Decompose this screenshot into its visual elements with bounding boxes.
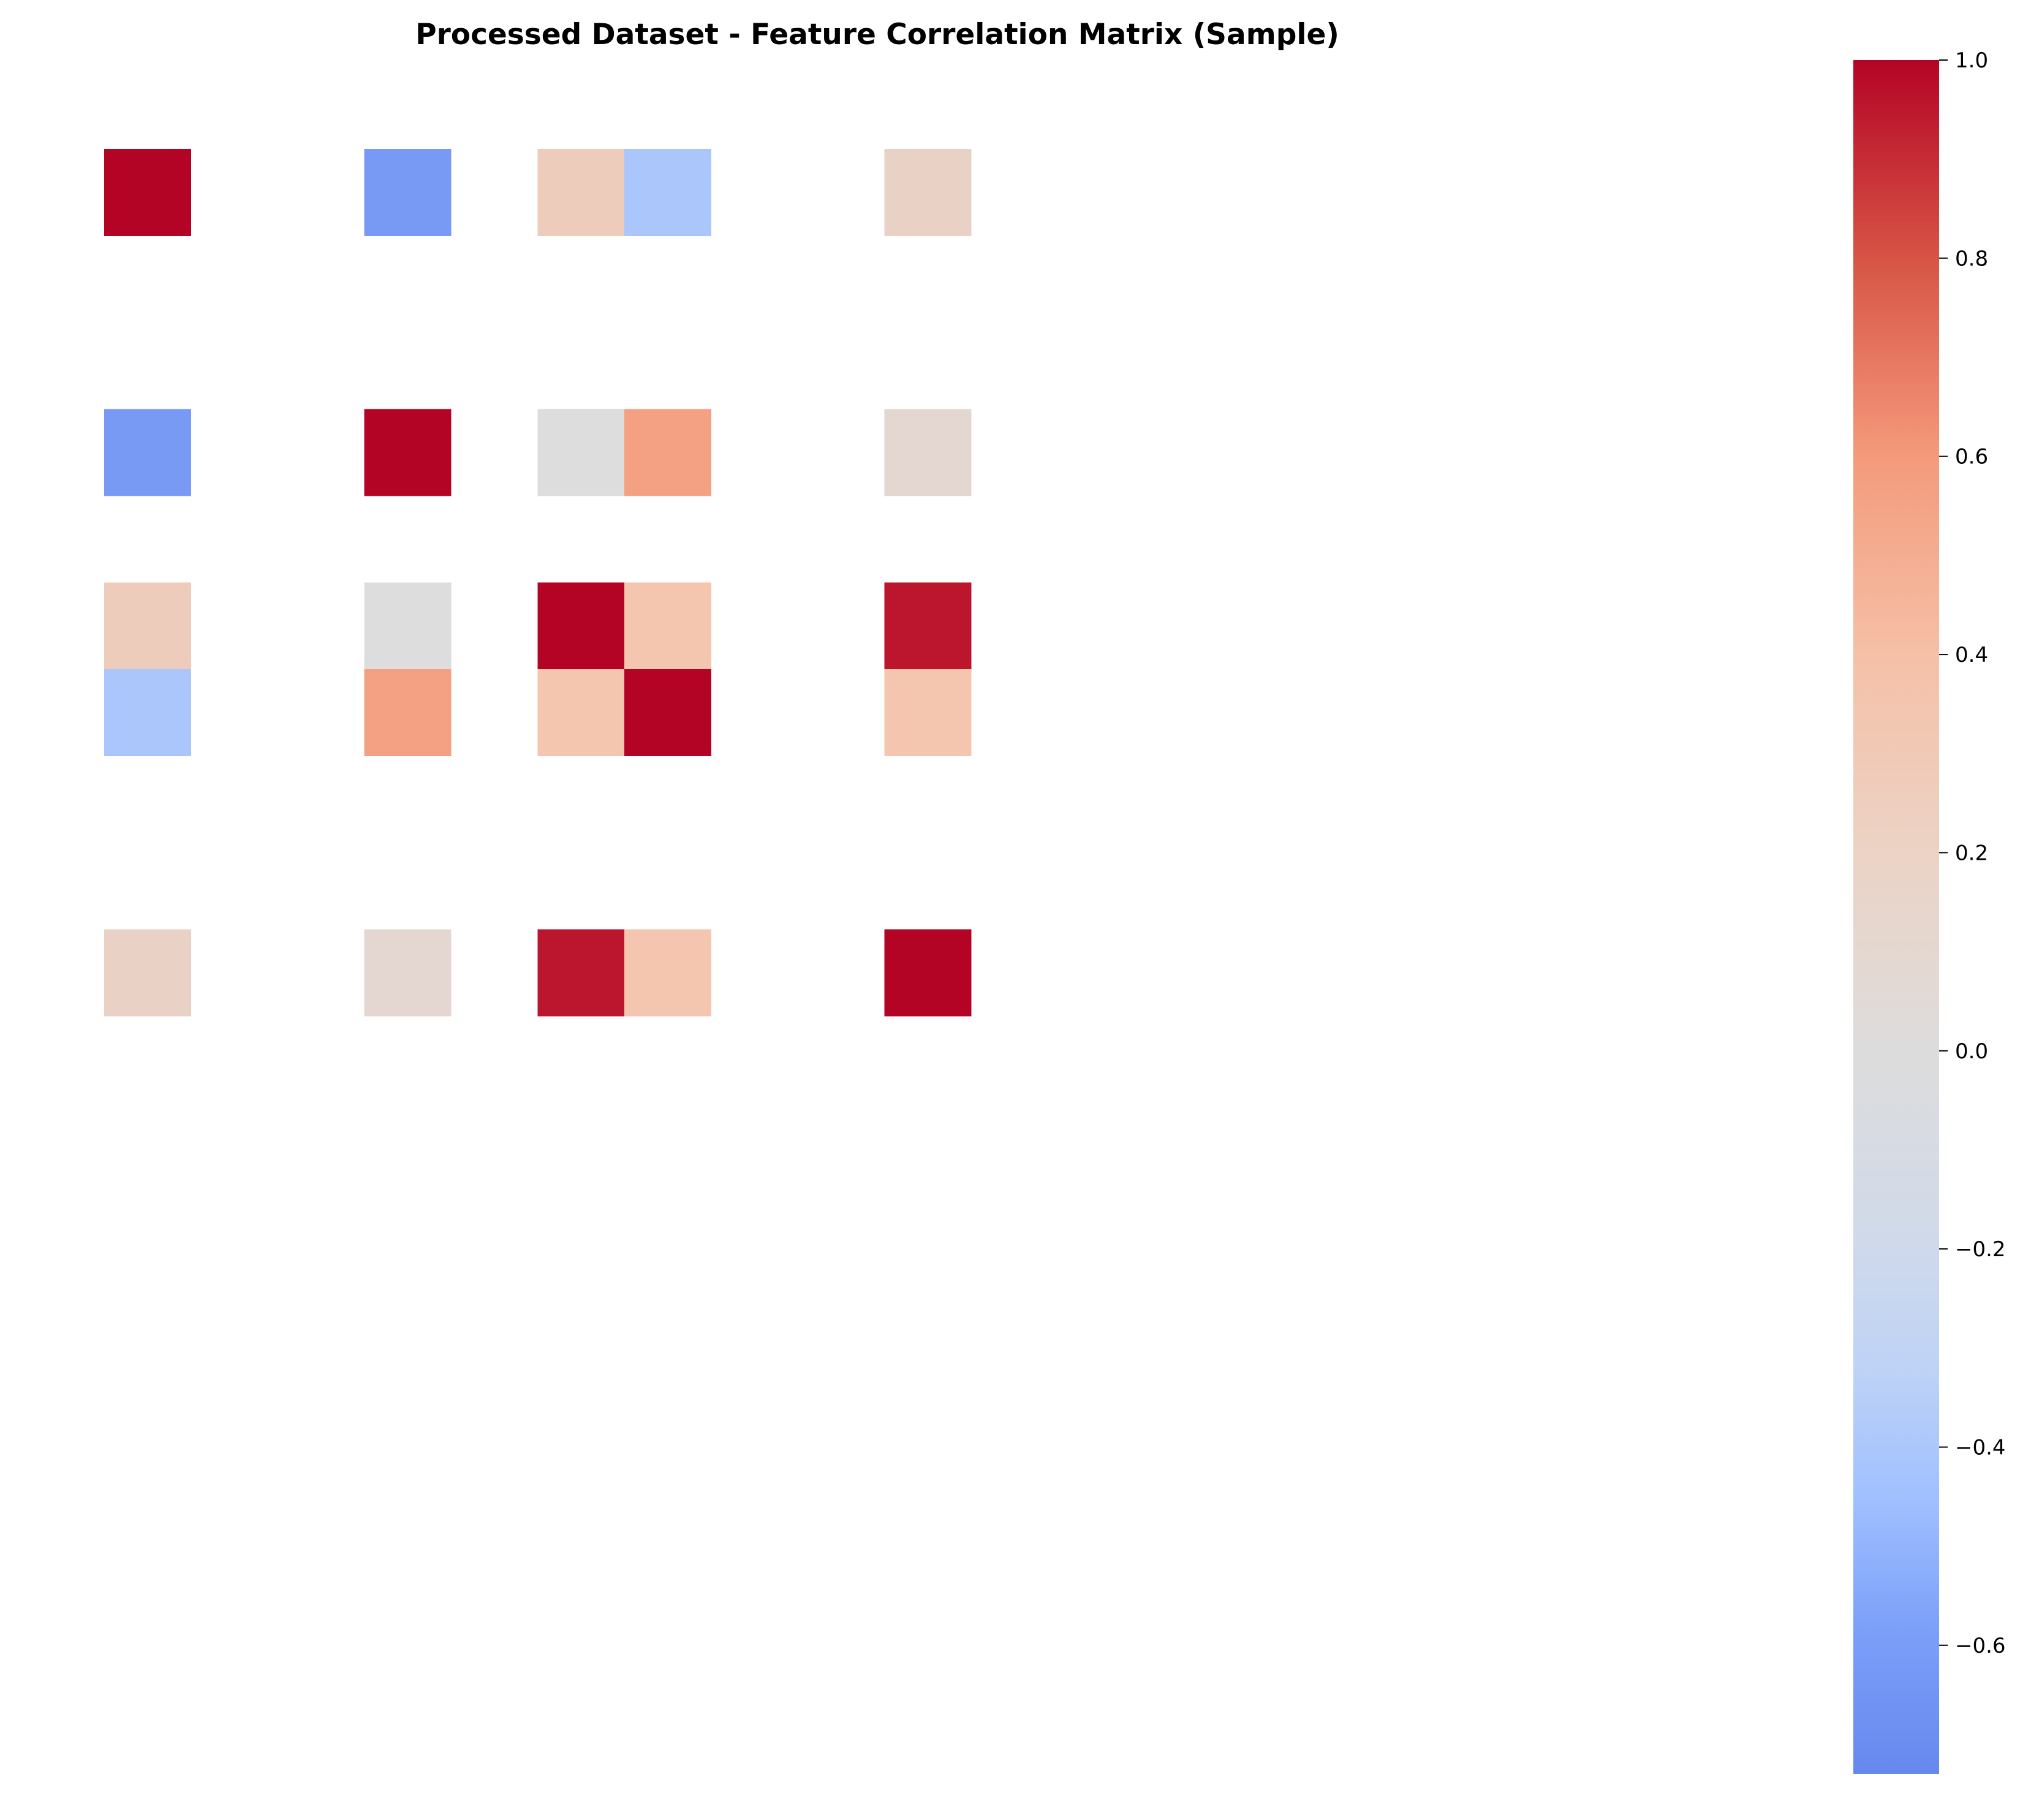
heatmap-cell-r5-c3 <box>364 582 452 670</box>
heatmap-cell-r9-c3 <box>364 929 452 1017</box>
colorbar-gradient <box>1853 60 1939 1774</box>
heatmap-cell-r6-c3 <box>364 669 452 756</box>
colorbar-tick-label: 0.2 <box>1955 841 1988 865</box>
heatmap-cell-r5-c9 <box>884 582 972 670</box>
heatmap-cell-r0-c9 <box>884 149 972 236</box>
colorbar-tick-label: −0.2 <box>1955 1237 2006 1262</box>
heatmap-cell-r5-c6 <box>624 582 711 670</box>
heatmap-cell-r3-c6 <box>624 409 711 496</box>
heatmap-cell-r9-c6 <box>624 929 711 1017</box>
colorbar: 1.0 0.8 0.6 0.4 0.2 0.0 −0.2 −0.4 −0.6 <box>1853 48 2006 1774</box>
heatmap-cells <box>104 149 972 1017</box>
colorbar-tick-label: −0.6 <box>1955 1634 2006 1658</box>
colorbar-tick-label: 0.6 <box>1955 445 1988 469</box>
heatmap-cell-r0-c6 <box>624 149 711 236</box>
chart-title: Processed Dataset - Feature Correlation … <box>415 18 1339 51</box>
heatmap-cell-r0-c5 <box>537 149 625 236</box>
heatmap-cell-r9-c0 <box>104 929 191 1017</box>
heatmap-cell-r6-c9 <box>884 669 972 756</box>
heatmap-cell-r9-c5 <box>537 929 625 1017</box>
colorbar-tick-label: 0.4 <box>1955 643 1988 667</box>
colorbar-ticks: 1.0 0.8 0.6 0.4 0.2 0.0 −0.2 −0.4 −0.6 <box>1939 48 2006 1658</box>
colorbar-tick-label: 0.0 <box>1955 1039 1988 1064</box>
heatmap-cell-r5-c5 <box>537 582 625 670</box>
heatmap-cell-r6-c6 <box>624 669 711 756</box>
heatmap-cell-r6-c0 <box>104 669 191 756</box>
heatmap-cell-r0-c0 <box>104 149 191 236</box>
colorbar-tick-label: 0.8 <box>1955 246 1988 271</box>
heatmap-cell-r3-c3 <box>364 409 452 496</box>
heatmap-cell-r6-c5 <box>537 669 625 756</box>
heatmap-cell-r0-c3 <box>364 149 452 236</box>
heatmap-cell-r3-c9 <box>884 409 972 496</box>
heatmap-cell-r9-c9 <box>884 929 972 1017</box>
heatmap-cell-r5-c0 <box>104 582 191 670</box>
heatmap-cell-r3-c5 <box>537 409 625 496</box>
heatmap-cell-r3-c0 <box>104 409 191 496</box>
colorbar-tick-label: 1.0 <box>1955 48 1988 73</box>
colorbar-tick-label: −0.4 <box>1955 1436 2006 1460</box>
